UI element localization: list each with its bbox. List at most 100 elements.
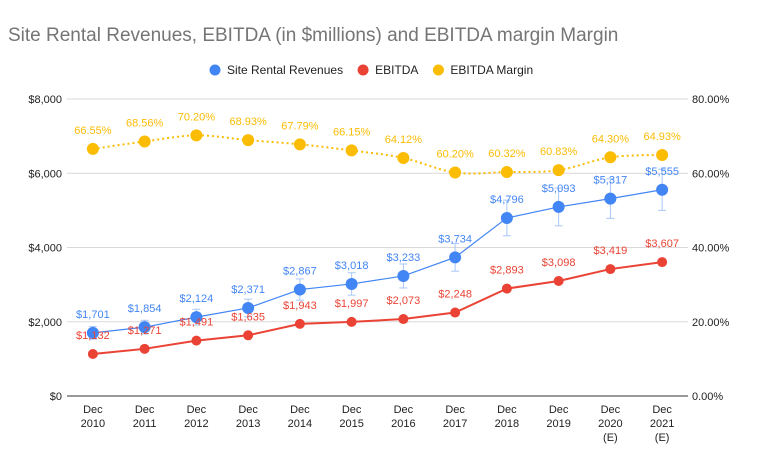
right-axis-tick-label: 40.00% (692, 243, 730, 255)
left-axis-tick-label: $0 (50, 391, 62, 403)
x-axis-tick-label: Dec 2015 (339, 404, 363, 430)
data-point (656, 183, 669, 196)
data-point (500, 211, 513, 224)
data-point (346, 316, 357, 327)
left-axis-tick-label: $4,000 (28, 243, 62, 255)
data-label: $2,248 (438, 289, 472, 301)
data-point (294, 318, 305, 329)
data-label: 64.12% (385, 134, 423, 146)
series-site-rental-revenues (86, 168, 669, 340)
series-line (92, 189, 663, 334)
x-axis: Dec 2010 Dec 2011 Dec 2012 Dec 2013 Dec 2014 Dec 20… (81, 404, 675, 444)
x-axis-tick-label: Dec 2010 (81, 404, 105, 430)
data-label: $1,491 (180, 317, 214, 329)
data-point (138, 321, 151, 334)
data-point (552, 200, 565, 213)
legend-marker (209, 64, 221, 76)
data-label: $2,124 (180, 293, 214, 305)
legend-label: Site Rental Revenues (227, 63, 343, 77)
data-label: 67.79% (281, 120, 319, 132)
legend-label: EBITDA (375, 63, 418, 77)
x-axis-tick-label: Dec 2016 (391, 404, 415, 430)
data-label: $5,555 (645, 166, 679, 178)
data-label: $1,943 (283, 300, 317, 312)
data-label: 60.32% (488, 148, 526, 160)
data-point (86, 326, 99, 339)
x-axis-tick-label: Dec 2014 (288, 404, 312, 430)
legend-marker (432, 64, 444, 76)
legend-label: EBITDA Margin (450, 63, 533, 77)
data-point (345, 144, 358, 157)
legend-item: Site Rental Revenues (209, 63, 343, 77)
right-axis-tick-label: 80.00% (692, 94, 730, 106)
left-axis-tick-label: $8,000 (28, 94, 62, 106)
data-label: $3,419 (594, 245, 628, 257)
series-layer (86, 129, 669, 359)
x-axis-tick-label: Dec 2012 (184, 404, 208, 430)
gridlines (67, 98, 688, 397)
series-ebitda-margin (86, 129, 669, 179)
legend-marker (357, 64, 369, 76)
data-point (605, 264, 616, 275)
data-label: 60.83% (540, 146, 578, 158)
data-point (190, 311, 203, 324)
legend-item: EBITDA Margin (432, 63, 533, 77)
data-label: $3,233 (387, 252, 421, 264)
data-label: 66.55% (74, 125, 112, 137)
right-axis-tick-label: 20.00% (692, 317, 730, 329)
data-label: $1,997 (335, 298, 369, 310)
data-point (397, 269, 410, 282)
legend: Site Rental Revenues EBITDA EBITDA Margin (209, 63, 533, 77)
data-label: $2,371 (231, 284, 265, 296)
data-point (397, 151, 410, 164)
x-axis-tick-label: Dec 2013 (236, 404, 260, 430)
data-point (398, 314, 409, 325)
right-axis-tick-label: 0.00% (692, 391, 723, 403)
chart-title: Site Rental Revenues, EBITDA (in $millio… (8, 25, 618, 46)
x-axis-tick-label: Dec 2019 (546, 404, 570, 430)
x-axis-tick-label: Dec 2017 (443, 404, 467, 430)
data-point (657, 257, 668, 268)
data-label: 64.93% (643, 131, 681, 143)
data-point (604, 151, 617, 164)
data-point (139, 343, 150, 354)
data-point (293, 138, 306, 151)
data-point (450, 307, 461, 318)
data-label: $1,635 (231, 311, 265, 323)
data-point (87, 348, 98, 359)
data-point (553, 275, 564, 286)
data-label: $2,893 (490, 265, 524, 277)
data-point (242, 301, 255, 314)
x-axis-tick-label: Dec 2011 (133, 404, 157, 430)
data-labels: $1,701 $1,854 $2,124 $2,371 $2,867 $3,018 $3,2… (74, 111, 681, 342)
data-label: $5,317 (594, 175, 628, 187)
data-label: $1,701 (76, 309, 110, 321)
x-axis-tick-label: Dec 2021 (E) (650, 404, 674, 444)
left-axis: $0 $2,000 $4,000 $6,000 $8,000 (28, 94, 62, 403)
data-point (138, 135, 151, 148)
data-label: 68.56% (126, 117, 164, 129)
data-point (552, 164, 565, 177)
data-label: 70.20% (178, 111, 216, 123)
data-label: $2,073 (387, 295, 421, 307)
data-label: $4,796 (490, 194, 524, 206)
data-label: 66.15% (333, 126, 371, 138)
data-label: $2,867 (283, 266, 317, 278)
data-label: $1,132 (76, 330, 110, 342)
legend-item: EBITDA (357, 63, 418, 77)
data-point (501, 283, 512, 294)
data-point (191, 335, 202, 346)
data-label: $3,734 (438, 233, 472, 245)
left-axis-tick-label: $6,000 (28, 168, 62, 180)
left-axis-tick-label: $2,000 (28, 317, 62, 329)
x-axis-tick-label: Dec 2020 (E) (598, 404, 622, 444)
data-label: $1,854 (128, 303, 162, 315)
data-label: $1,271 (128, 325, 162, 337)
data-label: $3,607 (645, 238, 679, 250)
data-label: $3,098 (542, 257, 576, 269)
data-point (604, 192, 617, 205)
data-point (190, 129, 203, 142)
right-axis-tick-label: 60.00% (692, 168, 730, 180)
data-label: $5,093 (542, 183, 576, 195)
